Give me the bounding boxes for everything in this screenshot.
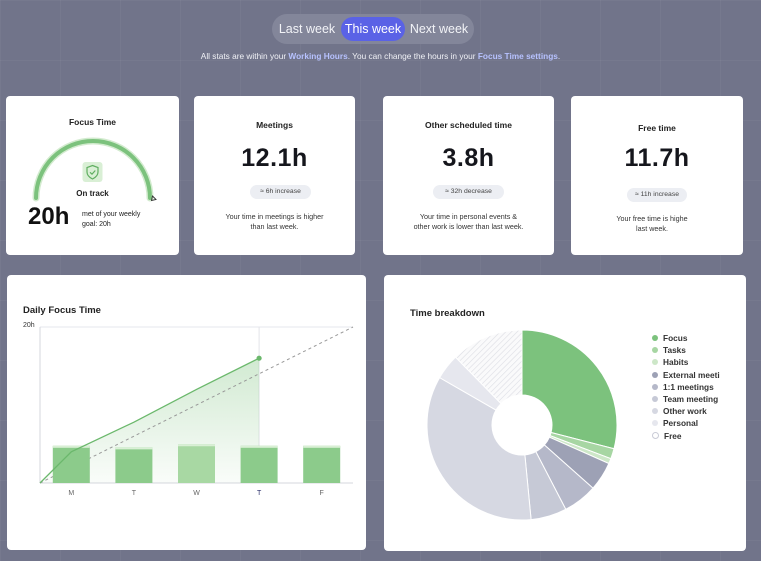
cumulative-line: [39, 357, 260, 484]
focus-desc-line1: met of your weekly: [82, 211, 141, 218]
note-text-3: .: [557, 51, 561, 61]
bar-cap-4: [303, 445, 341, 448]
legend-label: Personal: [663, 418, 699, 429]
focus-status: On track: [76, 189, 109, 198]
bar-2: [178, 444, 215, 483]
x-tick-label: T: [132, 490, 137, 497]
legend-item-team-meeting: Team meeting: [652, 393, 720, 405]
bar-cap-0: [52, 445, 90, 448]
focus-time-settings-link[interactable]: Focus Time settings: [477, 51, 558, 61]
legend-item-other-work: Other work: [652, 405, 720, 417]
cursor-icon: [150, 195, 157, 202]
working-hours-link[interactable]: Working Hours: [288, 51, 348, 61]
other-time-value: 3.8h: [442, 144, 495, 172]
focus-value: 20h: [28, 203, 70, 230]
legend-item-free: Free: [652, 430, 720, 442]
free-time-value: 11.7h: [624, 144, 690, 172]
shield-check-icon: [82, 162, 103, 182]
bar-3: [240, 445, 278, 483]
free-time-change-badge: ≈ 11h increase: [627, 188, 687, 202]
legend-item-focus: Focus: [652, 332, 720, 344]
legend-dot: [652, 432, 659, 440]
legend-item-personal: Personal: [652, 417, 720, 429]
daily-focus-title: Daily Focus Time: [23, 305, 101, 316]
legend-item-one-on-one: 1:1 meetings: [652, 381, 720, 393]
other-time-title: Other scheduled time: [425, 120, 512, 130]
x-tick-label: M: [68, 490, 74, 497]
legend-dot: [652, 383, 658, 390]
week-selector: Last week This week Next week: [272, 14, 474, 44]
free-desc-line2: last week.: [636, 223, 668, 233]
legend-label: 1:1 meetings: [663, 381, 714, 392]
x-tick-label: F: [320, 490, 324, 497]
other-desc-line2: other work is lower than last week.: [413, 221, 524, 231]
legend-dot: [652, 335, 658, 342]
focus-time-card: Focus Time On track 20h met of your week…: [6, 96, 179, 255]
legend-label: Team meeting: [663, 394, 719, 405]
tab-last-week[interactable]: Last week: [278, 22, 336, 36]
meetings-card: Meetings 12.1h ≈ 6h increase Your time i…: [194, 96, 355, 255]
meetings-desc-line1: Your time in meetings is higher: [225, 212, 324, 221]
meetings-description: Your time in meetings is higher than las…: [194, 212, 355, 231]
legend-dot: [652, 396, 658, 403]
meetings-title: Meetings: [256, 120, 293, 130]
other-desc-line1: Your time in personal events &: [419, 212, 518, 221]
daily-focus-card: Daily Focus Time 20h M T W T F: [7, 275, 366, 550]
bar-cap-2: [178, 444, 215, 447]
time-breakdown-title: Time breakdown: [410, 308, 485, 319]
goal-line: [39, 326, 354, 484]
focus-time-title: Focus Time: [68, 117, 117, 127]
bar-cap-1: [115, 447, 153, 450]
legend-label: External meeti: [663, 369, 720, 380]
legend-dot: [652, 347, 658, 354]
bar-4: [303, 445, 341, 483]
legend-item-external-meetings: External meeti: [652, 369, 720, 381]
other-time-description: Your time in personal events & other wor…: [383, 212, 554, 231]
meetings-change-badge: ≈ 6h increase: [250, 185, 311, 199]
tab-this-week[interactable]: This week: [341, 17, 405, 41]
x-tick-label: W: [193, 490, 200, 497]
focus-gauge: [32, 137, 157, 202]
free-time-title: Free time: [638, 123, 676, 133]
y-tick-20h: 20h: [23, 322, 35, 329]
other-time-card: Other scheduled time 3.8h ≈ 32h decrease…: [383, 96, 554, 255]
free-time-card: Free time 11.7h ≈ 11h increase Your free…: [571, 96, 743, 255]
legend-dot: [652, 420, 658, 427]
bar-cap-3: [240, 445, 278, 448]
legend-label: Habits: [663, 357, 689, 368]
note-text-1: All stats are within your: [200, 51, 289, 61]
x-tick-label: T: [257, 490, 262, 497]
legend-dot: [652, 359, 658, 366]
note-text-2: . You can change the hours in your: [347, 51, 478, 61]
focus-description: met of your weekly goal: 20h: [82, 210, 140, 229]
legend-label: Free: [664, 430, 682, 441]
gauge-progress: [34, 139, 152, 200]
tab-next-week[interactable]: Next week: [409, 22, 469, 36]
legend-dot: [652, 408, 658, 415]
legend-label: Focus: [663, 333, 688, 344]
legend-dot: [652, 371, 658, 378]
bar-1: [115, 447, 153, 483]
meetings-desc-line2: than last week.: [250, 221, 299, 231]
legend-label: Other work: [663, 406, 707, 417]
legend-item-tasks: Tasks: [652, 344, 720, 356]
other-time-change-badge: ≈ 32h decrease: [433, 185, 504, 199]
cumulative-point: [256, 355, 262, 361]
legend-label: Tasks: [663, 345, 686, 356]
working-hours-note: All stats are within your Working Hours.…: [0, 51, 761, 61]
legend-item-habits: Habits: [652, 356, 720, 368]
breakdown-legend: Focus Tasks Habits External meeti 1:1 me…: [652, 332, 720, 442]
meetings-value: 12.1h: [241, 144, 308, 172]
focus-desc-line2: goal: 20h: [82, 220, 111, 228]
free-time-description: Your free time is highe last week.: [566, 214, 738, 233]
free-desc-line1: Your free time is highe: [616, 214, 688, 223]
